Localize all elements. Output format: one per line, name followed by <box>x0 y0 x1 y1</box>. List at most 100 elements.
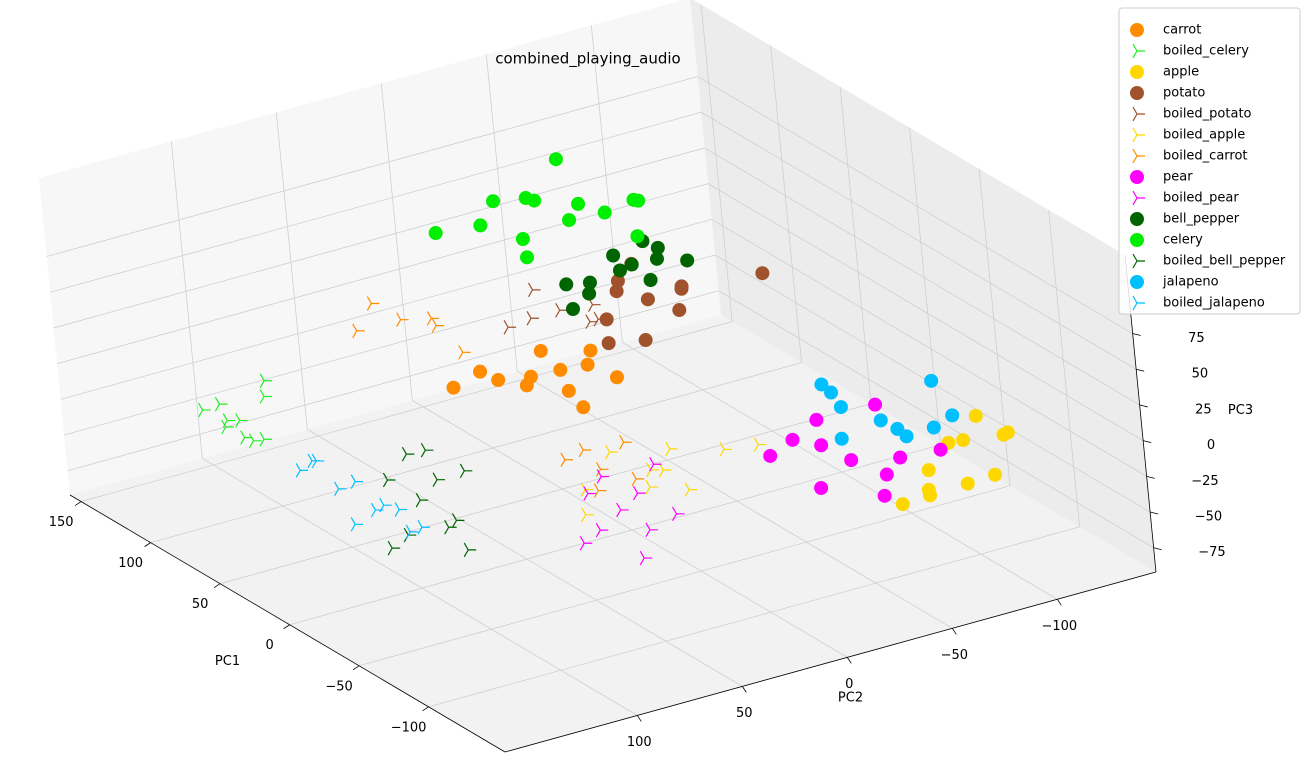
z-tick-label: −50 <box>1195 510 1222 525</box>
legend-marker <box>1132 295 1145 311</box>
point <box>459 463 473 479</box>
point <box>576 400 591 415</box>
legend-label: boiled_jalapeno <box>1163 296 1265 311</box>
point <box>334 481 347 497</box>
grid-line <box>700 4 733 322</box>
point <box>593 483 607 498</box>
tick-mark <box>1136 368 1145 372</box>
y-tick-label: 100 <box>627 735 652 750</box>
point <box>518 190 533 205</box>
point <box>638 333 653 348</box>
legend-label: boiled_apple <box>1163 128 1245 143</box>
legend-marker <box>1130 233 1144 247</box>
point <box>671 506 685 522</box>
point <box>565 301 580 316</box>
point <box>579 536 593 551</box>
legend-marker <box>1130 275 1144 289</box>
point <box>879 467 894 482</box>
point <box>405 524 419 540</box>
panes <box>39 0 1156 752</box>
y-tick-label: −100 <box>1041 619 1077 634</box>
point <box>597 205 612 220</box>
point <box>387 540 401 556</box>
point <box>785 432 800 447</box>
tick-mark <box>1150 511 1159 515</box>
point <box>680 253 695 268</box>
point <box>370 502 384 518</box>
legend-marker <box>1132 148 1145 164</box>
z-tick-label: 0 <box>1207 438 1215 453</box>
point <box>526 311 540 326</box>
point <box>463 542 477 558</box>
point <box>561 383 576 398</box>
grid-line <box>53 147 705 329</box>
grid-line <box>839 86 872 404</box>
point <box>605 444 618 460</box>
grid-line <box>1048 209 1080 527</box>
point <box>366 296 380 311</box>
x-tick-label: 150 <box>49 515 74 530</box>
grid-line <box>50 111 702 293</box>
point <box>444 520 457 535</box>
point <box>235 413 248 428</box>
point <box>755 266 770 281</box>
point <box>609 370 624 385</box>
point <box>899 429 914 444</box>
point <box>515 232 530 247</box>
tick-mark <box>1132 333 1141 336</box>
tick-mark <box>1056 599 1062 606</box>
point <box>824 385 839 400</box>
legend-label: boiled_carrot <box>1163 149 1248 164</box>
point <box>420 442 434 458</box>
tick-mark <box>951 628 957 635</box>
point <box>582 286 597 301</box>
tick-mark <box>846 657 852 664</box>
grid-line <box>150 362 802 544</box>
point <box>259 389 273 404</box>
right-pane <box>690 0 1156 572</box>
legend-marker <box>1130 212 1144 226</box>
legend-marker <box>1130 170 1144 184</box>
point <box>956 433 971 448</box>
point <box>379 497 392 513</box>
point <box>960 476 975 491</box>
point <box>198 402 211 418</box>
point <box>527 282 541 298</box>
point <box>426 311 440 326</box>
point <box>926 420 941 435</box>
point <box>307 453 320 469</box>
point <box>352 323 365 339</box>
point <box>401 446 415 462</box>
axes: −100 −50 0 50 100 150 −100 −50 0 50 100 −75 −50 −25 0 2… <box>49 254 1253 753</box>
point <box>753 437 767 452</box>
y-tick-label: 0 <box>845 677 853 692</box>
point <box>924 373 939 388</box>
grid-line <box>707 183 1144 441</box>
x-tick-label: −50 <box>325 679 352 694</box>
point <box>548 152 563 167</box>
point <box>415 492 429 508</box>
legend-label: boiled_potato <box>1163 107 1252 122</box>
point <box>988 467 1003 482</box>
point <box>417 519 431 535</box>
grid-line <box>380 83 413 401</box>
point <box>814 438 829 453</box>
point <box>844 453 859 468</box>
grid-line <box>202 458 638 716</box>
point <box>814 377 829 392</box>
grid-line <box>60 218 712 400</box>
point <box>968 408 983 423</box>
legend-marker <box>1130 23 1144 37</box>
point <box>624 257 639 272</box>
point <box>945 408 960 423</box>
point <box>431 318 445 333</box>
grid-line <box>358 485 1011 667</box>
point <box>674 279 689 294</box>
grid-line <box>81 321 733 502</box>
point <box>873 413 888 428</box>
point <box>996 427 1011 442</box>
point <box>630 229 645 244</box>
legend-label: boiled_bell_pepper <box>1163 254 1286 269</box>
